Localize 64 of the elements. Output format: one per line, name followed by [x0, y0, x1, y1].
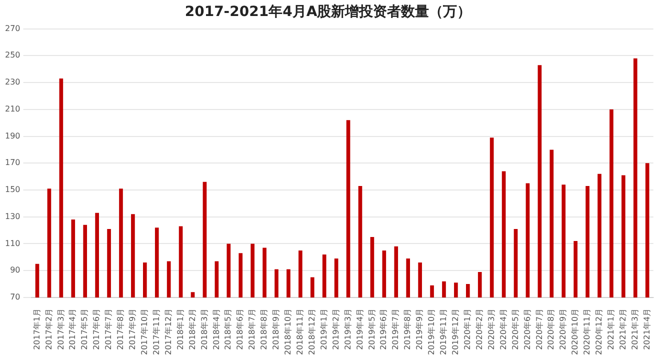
- y-tick-label: 250: [4, 50, 20, 60]
- x-tick-label: 2017年3月: [56, 308, 66, 350]
- x-tick-label: 2019年7月: [391, 308, 400, 350]
- y-tick-label: 270: [4, 24, 20, 33]
- x-tick-label: 2020年11月: [582, 308, 592, 356]
- chart-title: 2017-2021年4月A股新增投资者数量（万）: [184, 3, 472, 20]
- x-tick-label: 2017年2月: [44, 308, 54, 350]
- x-tick-label: 2020年7月: [534, 308, 544, 350]
- x-tick-label: 2017年4月: [68, 308, 78, 350]
- x-tick-label: 2019年3月: [343, 308, 352, 350]
- x-tick-label: 2020年2月: [474, 308, 484, 350]
- x-tick-label: 2017年7月: [104, 308, 114, 350]
- x-tick-label: 2020年1月: [462, 308, 472, 350]
- x-tick-label: 2018年2月: [188, 308, 197, 350]
- x-tick-label: 2018年11月: [296, 308, 305, 356]
- y-tick-label: 70: [10, 292, 20, 302]
- x-tick-label: 2020年9月: [558, 308, 568, 350]
- x-tick-label: 2020年4月: [498, 308, 508, 350]
- x-tick-label: 2018年4月: [212, 308, 221, 350]
- x-tick-label: 2017年9月: [128, 308, 138, 350]
- x-tick-label: 2020年5月: [510, 308, 520, 350]
- x-tick-label: 2018年10月: [284, 308, 293, 356]
- y-tick-label: 150: [4, 185, 20, 194]
- x-tick-label: 2018年7月: [248, 308, 257, 350]
- y-tick-label: 110: [4, 238, 20, 248]
- x-tick-label: 2019年10月: [427, 308, 436, 356]
- x-tick-label: 2017年11月: [152, 308, 161, 356]
- x-tick-label: 2019年9月: [415, 308, 424, 350]
- x-tick-label: 2021年1月: [606, 308, 616, 350]
- x-tick-label: 2018年8月: [260, 308, 269, 350]
- x-tick-label: 2020年6月: [522, 308, 532, 350]
- x-tick-label: 2019年2月: [331, 308, 340, 350]
- y-tick-label: 130: [4, 212, 20, 221]
- y-tick-label: 190: [4, 131, 20, 140]
- x-tick-label: 2019年5月: [367, 308, 376, 350]
- x-tick-label: 2020年12月: [594, 308, 604, 356]
- x-tick-label: 2019年11月: [439, 308, 448, 356]
- x-tick-label: 2017年8月: [116, 308, 126, 350]
- x-tick-label: 2017年10月: [140, 308, 149, 356]
- x-tick-label: 2019年12月: [451, 308, 460, 356]
- x-tick-label: 2019年4月: [355, 308, 364, 350]
- x-tick-label: 2020年8月: [546, 308, 556, 350]
- x-tick-label: 2018年5月: [224, 308, 233, 350]
- x-tick-label: 2019年6月: [379, 308, 388, 350]
- x-tick-label: 2017年12月: [164, 308, 173, 356]
- y-tick-label: 170: [4, 158, 20, 168]
- x-tick-label: 2018年9月: [272, 308, 281, 350]
- x-tick-label: 2020年3月: [486, 308, 496, 350]
- x-tick-label: 2021年2月: [618, 308, 628, 350]
- x-tick-label: 2020年10月: [570, 308, 580, 356]
- x-tick-label: 2018年1月: [176, 308, 185, 350]
- x-tick-label: 2019年1月: [319, 308, 328, 350]
- x-tick-label: 2017年1月: [32, 308, 42, 350]
- x-tick-label: 2018年12月: [307, 308, 316, 356]
- x-tick-label: 2021年3月: [630, 308, 640, 350]
- y-tick-label: 210: [4, 104, 20, 114]
- x-tick-label: 2018年3月: [200, 308, 209, 350]
- y-tick-label: 230: [4, 78, 20, 87]
- y-tick-label: 90: [10, 266, 20, 275]
- x-tick-label: 2019年8月: [403, 308, 412, 350]
- x-tick-label: 2017年6月: [92, 308, 102, 350]
- x-tick-label: 2017年5月: [80, 308, 90, 350]
- x-tick-label: 2018年6月: [236, 308, 245, 350]
- x-tick-label: 2021年4月: [642, 308, 652, 350]
